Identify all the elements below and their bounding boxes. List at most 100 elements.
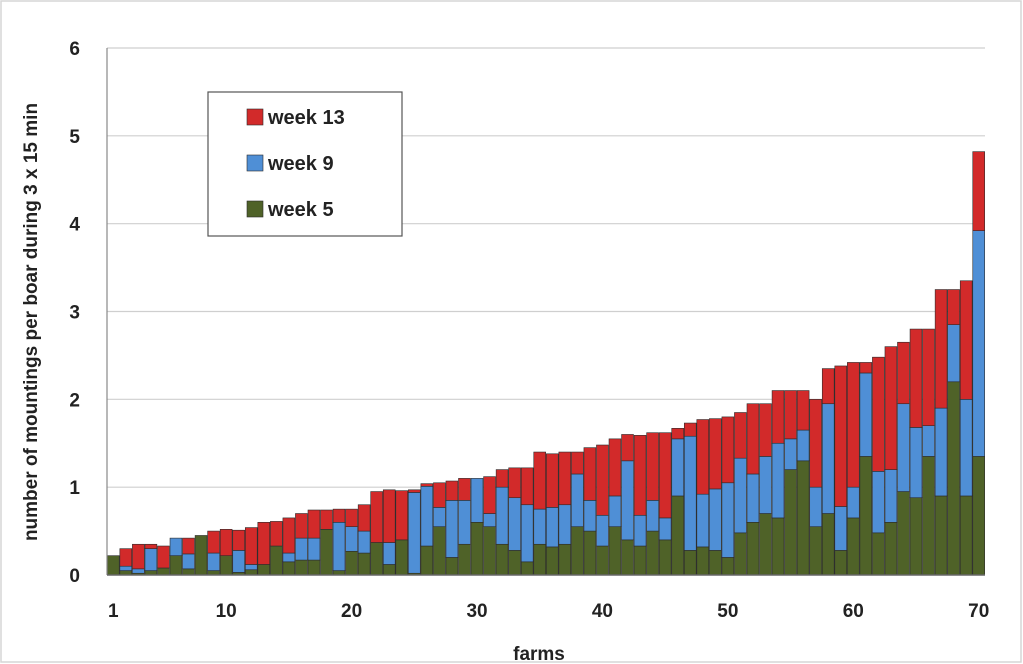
bar-segment: [370, 542, 383, 576]
bar-segment: [709, 488, 722, 551]
bar-segment: [370, 491, 383, 543]
x-tick-label: 70: [968, 601, 989, 622]
legend-swatch: [246, 200, 264, 218]
bar-segment: [571, 451, 584, 475]
y-tick-label: 1: [69, 478, 80, 499]
bar-segment: [683, 550, 697, 576]
bar-segment: [408, 489, 421, 493]
bar-segment: [784, 390, 797, 440]
bar-segment: [483, 513, 496, 527]
x-tick-label: 50: [717, 601, 738, 622]
x-tick-label: 30: [466, 601, 487, 622]
bar-segment: [859, 362, 873, 374]
bar-segment: [683, 422, 697, 437]
bar-segment: [558, 504, 572, 545]
bar-segment: [897, 341, 910, 405]
bar-segment: [646, 432, 659, 501]
bar-segment: [621, 460, 634, 541]
bar-segment: [533, 508, 546, 545]
bar-segment: [583, 447, 597, 501]
bar-segment: [821, 513, 835, 576]
x-tick-label: 60: [843, 601, 864, 622]
bar-segment: [520, 561, 534, 576]
bar-segment: [947, 381, 960, 576]
bar-segment: [709, 550, 722, 576]
bar-segment: [683, 435, 697, 551]
bar-segment: [621, 434, 634, 462]
bar-segment: [696, 419, 710, 495]
x-tick-label: 40: [592, 601, 613, 622]
bar-segment: [696, 493, 710, 548]
bar-segment: [972, 456, 985, 576]
bar-segment: [922, 425, 935, 457]
bar-segment: [169, 537, 183, 556]
bar-segment: [357, 552, 371, 576]
legend-label: week 13: [267, 107, 345, 129]
bar-segment: [884, 521, 898, 576]
bar-segment: [671, 428, 684, 440]
bar-segment: [834, 506, 848, 551]
bar-segment: [382, 489, 396, 543]
bar-segment: [194, 535, 208, 576]
bar-segment: [909, 328, 923, 428]
bar-segment: [420, 545, 434, 576]
bar-segment: [357, 504, 371, 532]
bar-segment: [408, 492, 421, 574]
bar-segment: [345, 550, 358, 576]
bar-segment: [709, 418, 722, 490]
bar-segment: [445, 500, 459, 558]
bar-segment: [558, 451, 572, 506]
bar-segment: [546, 546, 559, 576]
bar-segment: [809, 399, 822, 488]
bar-segment: [483, 476, 496, 514]
y-tick-label: 2: [69, 390, 80, 411]
bar-segment: [583, 530, 597, 576]
bar-segment: [520, 504, 534, 563]
bar-segment: [232, 529, 245, 551]
bar-segment: [144, 543, 158, 549]
bar-segment: [897, 491, 910, 576]
bar-segment: [182, 553, 195, 570]
bar-segment: [859, 456, 873, 576]
bar-segment: [144, 548, 158, 571]
y-axis-title: number of mountings per boar during 3 x …: [21, 103, 42, 541]
bar-segment: [972, 230, 985, 457]
bar-segment: [746, 403, 760, 475]
bar-segment: [232, 550, 245, 573]
bar-segment: [934, 495, 948, 576]
bar-segment: [307, 509, 321, 539]
bar-segment: [847, 517, 860, 576]
bar-segment: [859, 372, 873, 457]
bar-segment: [809, 526, 822, 576]
legend-label: week 9: [267, 153, 334, 175]
bar-segment: [784, 438, 797, 470]
bar-segment: [295, 559, 308, 576]
bar-segment: [282, 517, 296, 554]
bar-segment: [671, 438, 684, 497]
x-tick-label: 1: [108, 601, 119, 622]
bar-segment: [257, 564, 271, 576]
bar-segment: [508, 467, 521, 499]
x-tick-label: 10: [216, 601, 237, 622]
bar-segment: [922, 456, 935, 576]
bar-segment: [332, 508, 346, 523]
bar-segment: [119, 565, 133, 571]
bar-segment: [320, 509, 333, 530]
bar-segment: [608, 495, 622, 527]
legend-box: [207, 91, 403, 237]
bar-segment: [671, 495, 684, 576]
bar-segment: [420, 485, 434, 547]
legend-swatch: [246, 108, 264, 126]
bar-segment: [445, 557, 459, 576]
bar-segment: [872, 532, 885, 576]
bar-segment: [295, 537, 308, 561]
bar-segment: [746, 473, 760, 523]
bar-segment: [959, 495, 973, 576]
bar-segment: [658, 539, 672, 576]
bar-segment: [445, 480, 459, 501]
bar-segment: [382, 542, 396, 565]
bar-segment: [495, 543, 509, 576]
bar-segment: [282, 552, 296, 563]
